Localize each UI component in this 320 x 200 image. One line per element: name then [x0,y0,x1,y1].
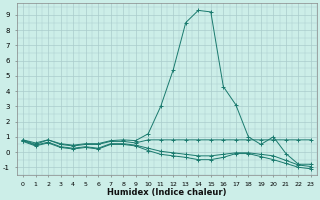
X-axis label: Humidex (Indice chaleur): Humidex (Indice chaleur) [107,188,227,197]
